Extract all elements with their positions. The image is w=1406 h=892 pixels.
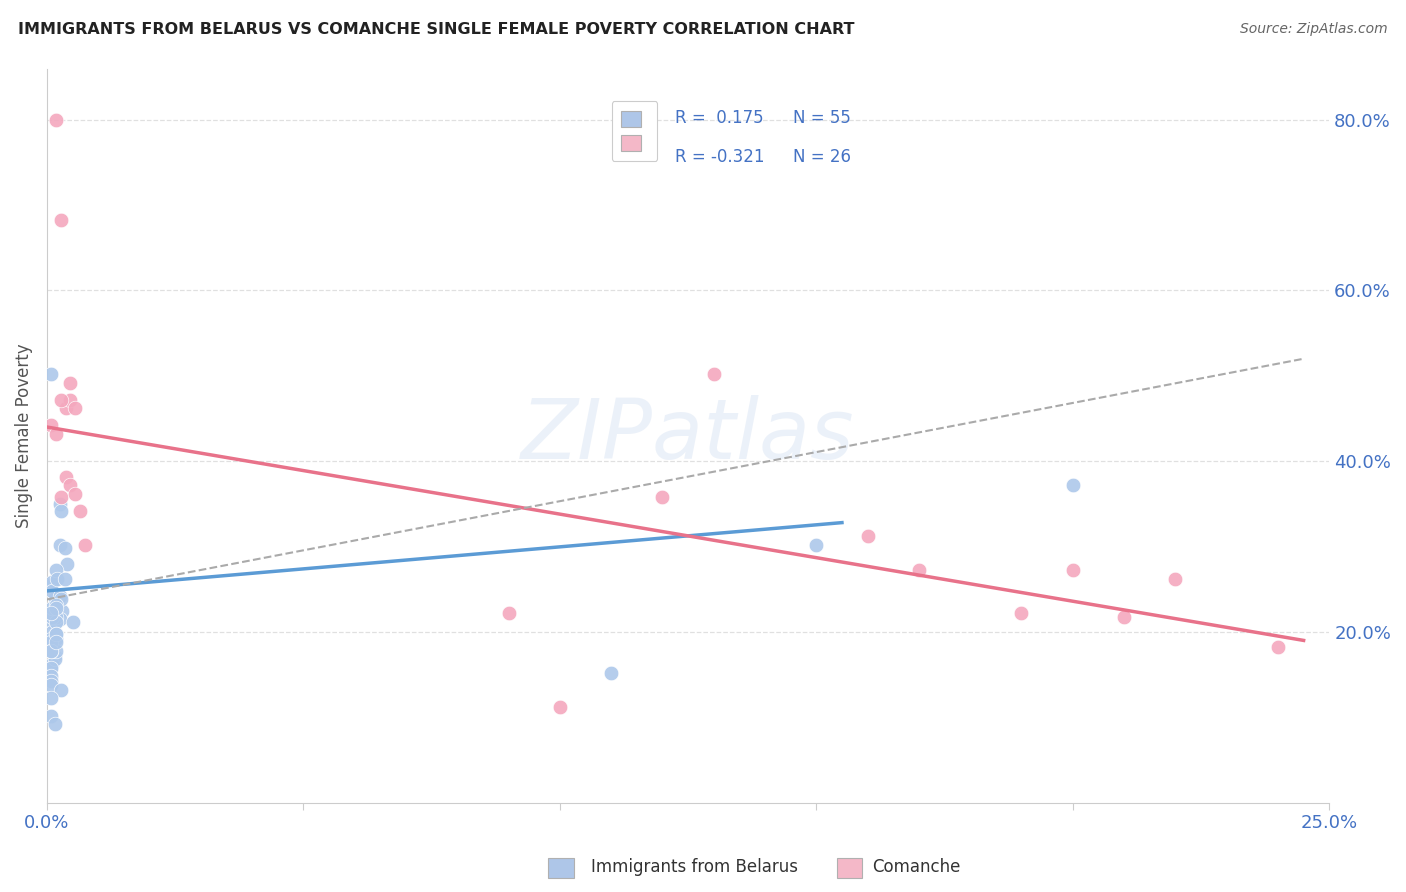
Point	[39, 632, 62, 646]
Point	[45, 635, 67, 649]
Point	[45, 632, 67, 646]
Point	[1112, 609, 1135, 624]
Point	[45, 626, 67, 640]
Point	[45, 615, 67, 629]
Text: N = 55: N = 55	[793, 109, 851, 127]
Text: ZIPatlas: ZIPatlas	[522, 395, 855, 476]
Point	[39, 367, 62, 381]
Point	[45, 626, 67, 640]
Point	[55, 469, 77, 483]
Point	[39, 643, 62, 657]
Point	[41, 609, 63, 624]
Point	[53, 541, 76, 556]
Point	[51, 490, 73, 504]
Point	[806, 538, 828, 552]
Text: IMMIGRANTS FROM BELARUS VS COMANCHE SINGLE FEMALE POVERTY CORRELATION CHART: IMMIGRANTS FROM BELARUS VS COMANCHE SING…	[18, 22, 855, 37]
Point	[39, 418, 62, 433]
Point	[51, 592, 73, 607]
Point	[45, 609, 67, 624]
Point	[41, 583, 63, 598]
Point	[46, 599, 69, 614]
Point	[41, 643, 63, 657]
Point	[59, 392, 82, 407]
Point	[41, 601, 63, 615]
Point	[39, 578, 62, 592]
Point	[45, 601, 67, 615]
Point	[1011, 606, 1033, 620]
Point	[48, 497, 70, 511]
Point	[51, 504, 73, 518]
Point	[39, 708, 62, 723]
Point	[41, 575, 63, 590]
Point	[59, 478, 82, 492]
Point	[600, 665, 623, 680]
Point	[41, 624, 63, 639]
Point	[45, 643, 67, 657]
Point	[1062, 563, 1084, 577]
Point	[44, 717, 66, 731]
Point	[51, 392, 73, 407]
Point	[1062, 478, 1084, 492]
Point	[45, 112, 67, 127]
Point	[39, 661, 62, 675]
Text: N = 26: N = 26	[793, 147, 851, 166]
Point	[48, 589, 70, 603]
Text: R = -0.321: R = -0.321	[675, 147, 765, 166]
Point	[62, 615, 84, 629]
Text: Immigrants from Belarus: Immigrants from Belarus	[591, 858, 797, 876]
Point	[48, 612, 70, 626]
Point	[45, 426, 67, 441]
Text: Comanche: Comanche	[872, 858, 960, 876]
Point	[75, 538, 97, 552]
Point	[51, 213, 73, 227]
Point	[59, 376, 82, 390]
Y-axis label: Single Female Poverty: Single Female Poverty	[15, 343, 32, 528]
Point	[1164, 572, 1187, 586]
Point	[48, 538, 70, 552]
Point	[39, 669, 62, 683]
Point	[41, 657, 63, 672]
Point	[51, 682, 73, 697]
Point	[548, 700, 571, 714]
Point	[42, 616, 65, 631]
Point	[39, 643, 62, 657]
Point	[53, 572, 76, 586]
Point	[39, 678, 62, 692]
Point	[39, 635, 62, 649]
Point	[69, 504, 91, 518]
Point	[44, 591, 66, 605]
Text: Source: ZipAtlas.com: Source: ZipAtlas.com	[1240, 22, 1388, 37]
Point	[45, 563, 67, 577]
Legend: , : ,	[612, 101, 658, 161]
Point	[63, 401, 86, 416]
Point	[651, 490, 673, 504]
Point	[703, 367, 725, 381]
Point	[44, 648, 66, 663]
Point	[63, 486, 86, 500]
Point	[39, 661, 62, 675]
Point	[44, 652, 66, 666]
Text: R =  0.175: R = 0.175	[675, 109, 763, 127]
Point	[908, 563, 931, 577]
Point	[45, 598, 67, 612]
Point	[51, 603, 73, 617]
Point	[39, 607, 62, 622]
Point	[1267, 640, 1289, 655]
Point	[55, 401, 77, 416]
Point	[856, 529, 879, 543]
Point	[46, 572, 69, 586]
Point	[498, 606, 520, 620]
Point	[39, 640, 62, 655]
Point	[56, 557, 79, 571]
Point	[39, 691, 62, 706]
Point	[39, 606, 62, 620]
Point	[39, 674, 62, 689]
